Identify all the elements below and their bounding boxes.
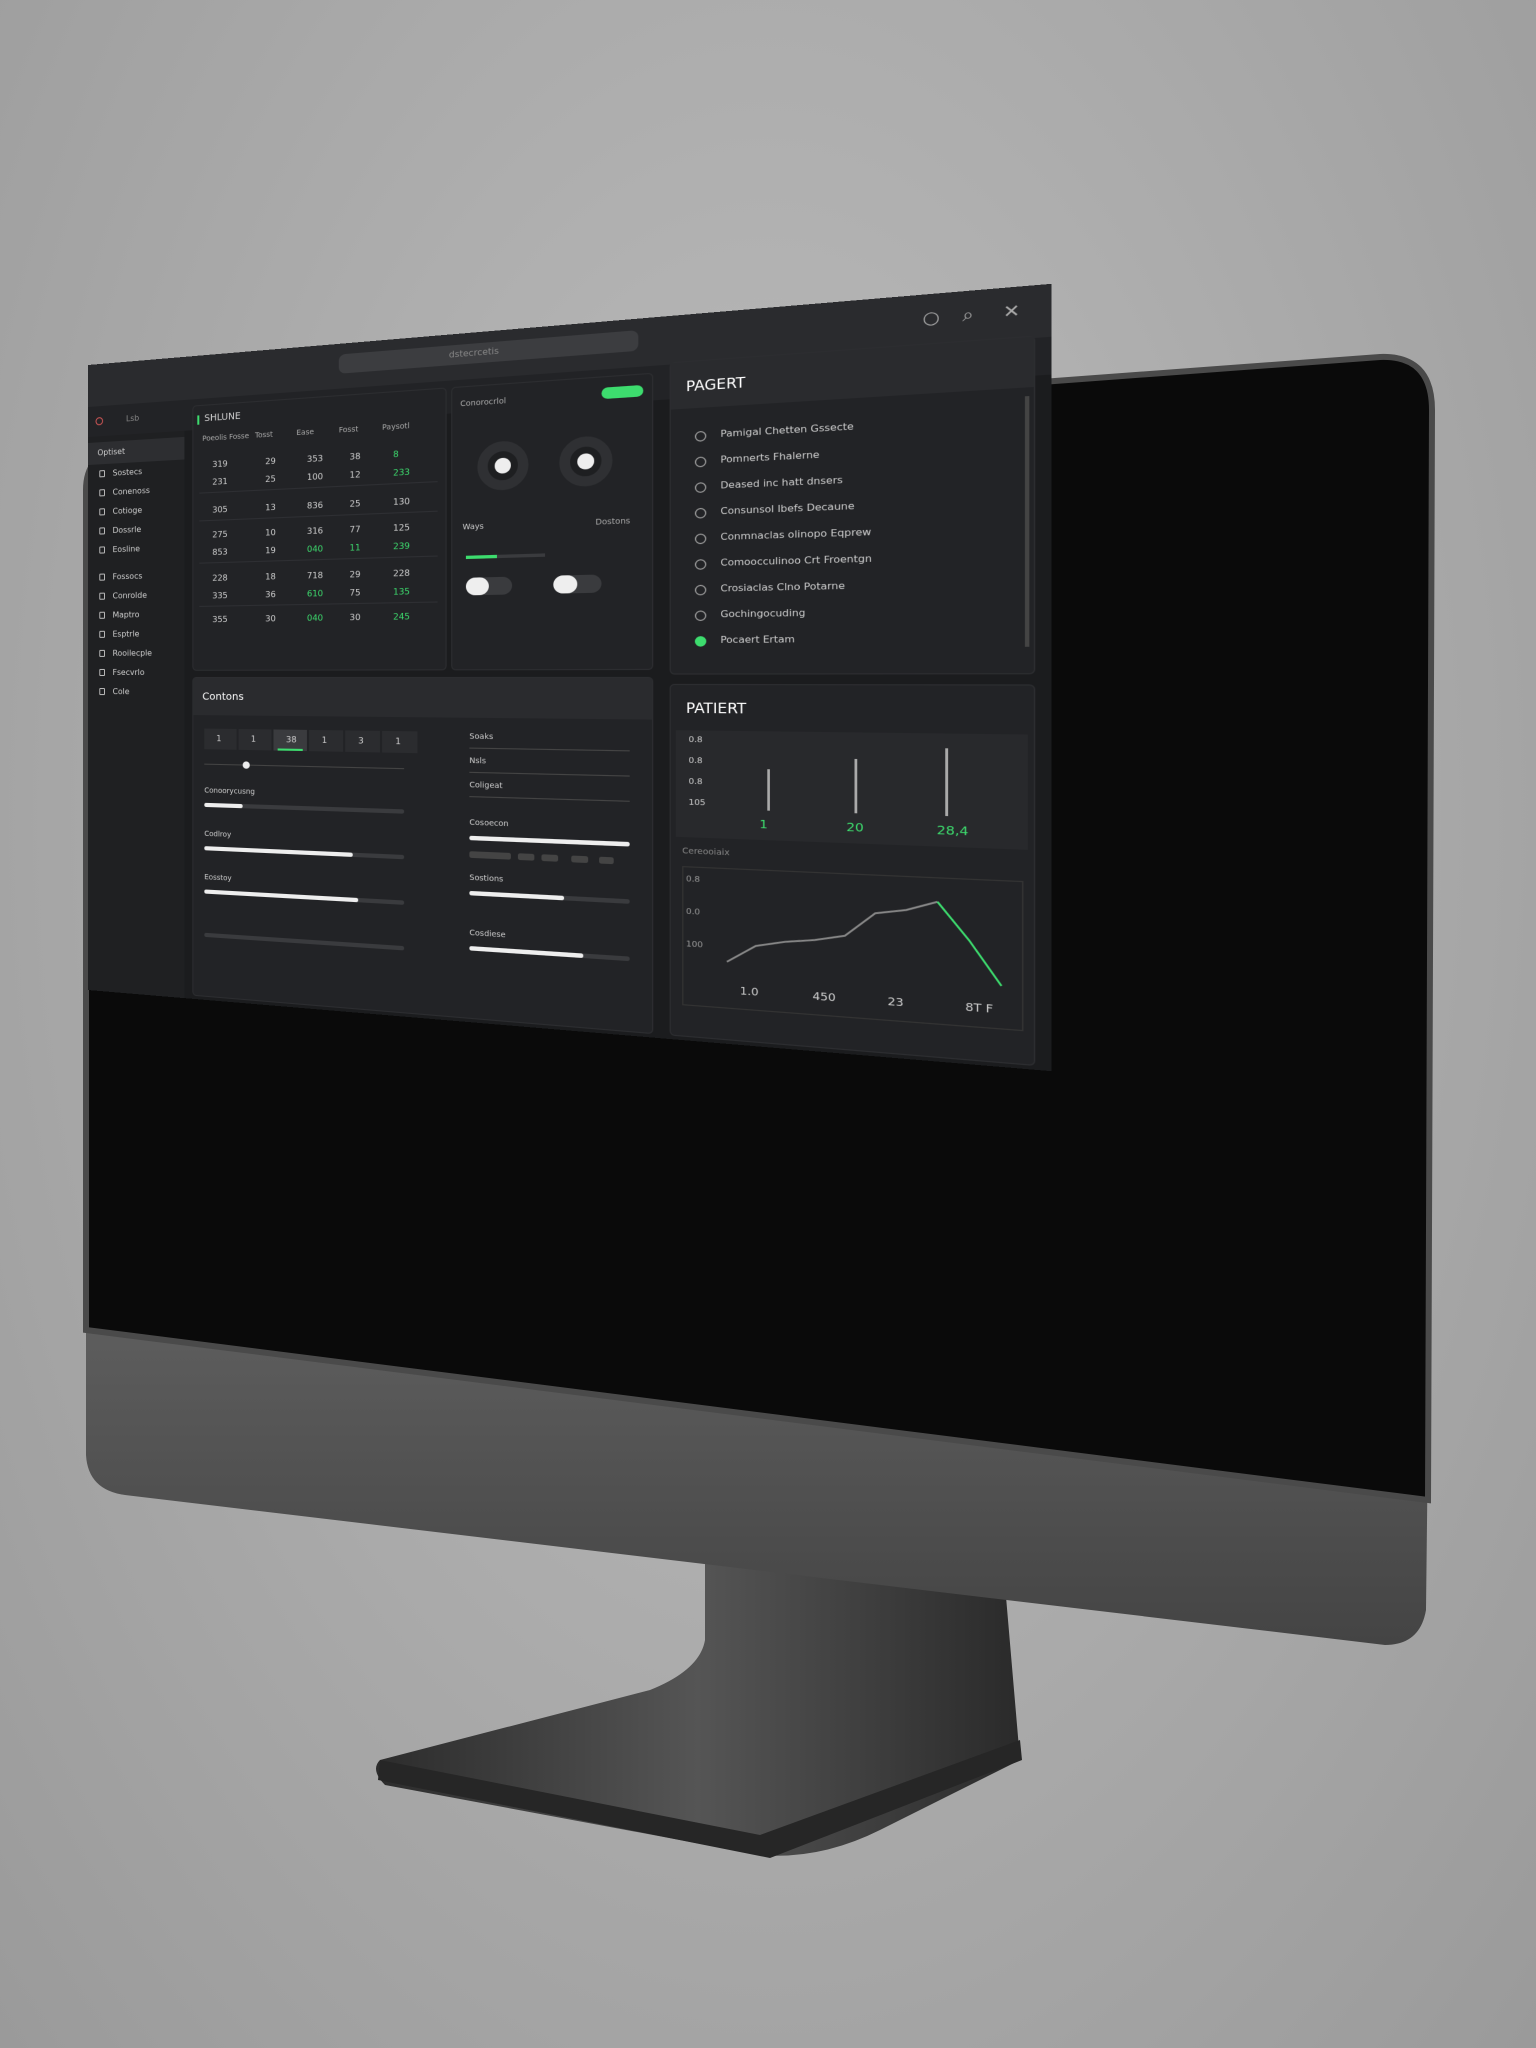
screen: dstecrcetis ○ ⌕ ✕ Lsb Optiset Sostecs Conenoss C… [88, 283, 1052, 1072]
trend-line [727, 891, 938, 975]
stand-edge [378, 1740, 1022, 1858]
stand [376, 1545, 1020, 1856]
trend-line-accent [938, 902, 1002, 986]
chart-layer [88, 284, 1052, 1071]
